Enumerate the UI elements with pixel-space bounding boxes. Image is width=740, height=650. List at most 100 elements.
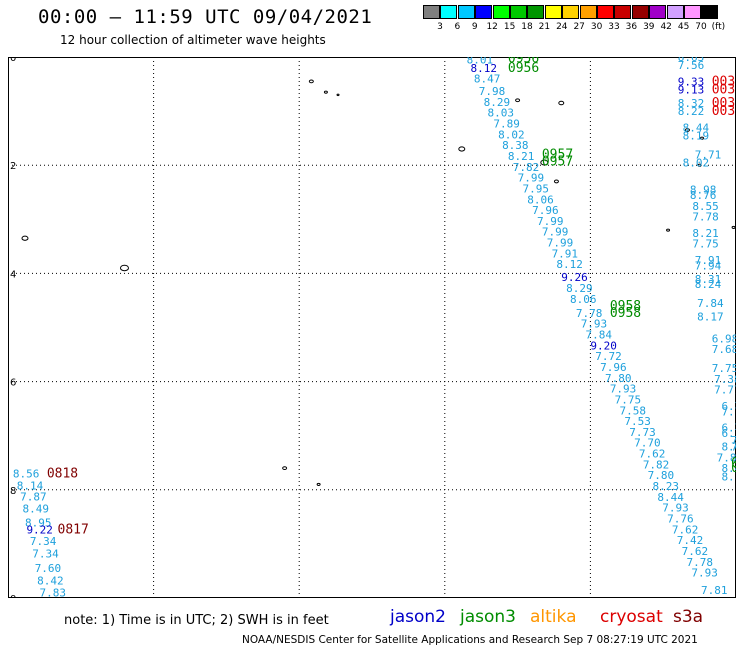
island-outline [119,264,129,272]
colorbar-label: 70 [695,22,707,32]
swh-label: 7.76 [667,512,694,525]
lat-tick-label: -20 [8,57,16,64]
swh-label: 7.99 [518,172,545,185]
swh-label: 7.93 [610,383,637,396]
swh-label: 7.96 [600,361,627,374]
units-note: note: 1) Time is in UTC; 2) SWH is in fe… [64,613,329,628]
colorbar-swatch [579,5,597,19]
island-outline [731,225,736,229]
time-label: 0958 [610,306,641,321]
colorbar-swatch [544,5,562,19]
swh-label: 7.99 [537,215,564,228]
swh-label: 8.21 [508,150,534,163]
swh-label: 8.19 [721,470,736,483]
swh-label: 8.56 [13,468,40,481]
lat-tick-label: -26 [8,378,16,389]
swh-label: 7.75 [692,238,719,251]
swh-label: 7.60 [35,562,62,575]
swh-label: 7.75 [712,362,736,375]
time-label: 0037 [712,104,736,119]
swh-label: 7.98 [479,85,506,98]
island-outline [336,93,340,97]
colorbar-label: 24 [556,22,568,32]
swh-label: 8.02 [721,441,736,454]
swh-label: 7.75 [731,441,736,454]
colorbar-label: 45 [677,22,690,32]
swh-label: 6.98 [712,332,736,345]
swh-label: 9.20 [590,339,617,352]
swh-label: 7.62 [672,523,699,536]
colorbar-swatch [527,5,545,19]
island-outline [21,235,29,241]
colorbar-swatch [457,5,475,19]
swh-label: 8.63 [678,57,705,64]
swh-label: 8.98 [690,184,717,197]
swh-label: 7.42 [677,534,704,547]
swh-label: 7.62 [639,448,666,461]
swh-label: 7.78 [692,211,719,224]
swh-label: 7.83 [40,587,67,598]
swh-label: 7.96 [532,204,559,217]
swh-label: 7.95 [522,182,549,195]
colorbar-label: 18 [521,22,533,32]
swh-label: 9.13 [678,83,705,96]
swh-label: 7.73 [629,426,656,439]
lat-tick-label: -22 [8,161,16,172]
colorbar-swatch [631,5,649,19]
swh-label: 8.49 [23,503,50,516]
swh-label: 7.80 [605,372,632,385]
swh-label: 8.22 [678,105,705,118]
swh-label: 8.03 [488,107,515,120]
swh-label: 7.81 [701,584,728,597]
swh-label: 8.02 [683,156,710,169]
colorbar-label: 15 [503,22,516,32]
swh-label: 8.38 [502,139,529,152]
swh-label: 7.68 [712,343,736,356]
legend-s3a: s3a [673,607,704,627]
swh-label: 8.02 [498,128,524,141]
credit-line: NOAA/NESDIS Center for Satellite Applica… [242,634,698,646]
colorbar-swatch [475,5,493,19]
swh-label: 7.71 [695,148,722,161]
swh-label: 7.82 [643,458,670,471]
swh-label: 7.75 [731,434,736,447]
colorbar-label: (ft) [711,22,726,32]
colorbar-swatch [701,5,719,19]
time-label: 0958 [610,299,641,314]
island-outline [700,136,705,140]
wave-height-map[interactable]: -150-147-144-141-138-13-20-22-24-26-28-3… [8,57,736,598]
swh-label: 8.12 [471,62,498,75]
swh-label: 8.21 [692,227,719,240]
page-subtitle: 12 hour collection of altimeter wave hei… [60,33,326,47]
swh-label: 9.33 [678,75,705,88]
swh-label: 7.71 [721,405,736,418]
swh-label: 7.93 [662,502,689,515]
swh-label: 7.93 [691,567,718,580]
page-title: 00:00 – 11:59 UTC 09/04/2021 [38,6,373,28]
swh-label: 7.84 [697,297,724,310]
time-label: 0957 [542,147,573,162]
colorbar-label: 9 [471,22,478,32]
colorbar-label: 39 [643,22,655,32]
swh-label: 7.88 [717,451,736,464]
colorbar-swatch [510,5,527,19]
swh-label: 7.34 [32,548,59,561]
swh-label: 7.87 [20,490,46,503]
colorbar-swatch [440,5,458,19]
time-label: 0957 [542,154,573,169]
time-label: 0956 [508,57,539,67]
island-outline [458,146,466,152]
swh-label: 6.71 [721,400,736,413]
colorbar-label: 6 [454,22,461,32]
time-label: 0037 [712,82,736,97]
swh-label: 7.72 [595,350,622,363]
colorbar-label: 12 [486,22,498,32]
colorbar-swatch [423,5,440,19]
swh-label: 8.95 [25,516,51,529]
swh-label: 8.42 [721,462,736,475]
time-label: 0818 [47,467,78,482]
swh-label: 6.78 [721,427,736,440]
swh-label: 8.01 [467,57,494,67]
swh-label: 8.06 [527,193,554,206]
swh-label: 7.99 [547,237,574,250]
